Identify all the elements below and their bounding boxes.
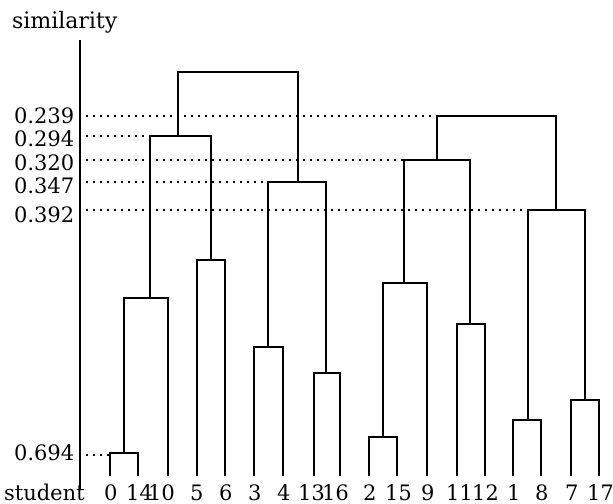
merge-7-17	[570, 399, 600, 476]
leaf-label: 11	[446, 481, 473, 504]
merge-top-left	[177, 71, 299, 182]
merge-left-group	[149, 135, 212, 298]
merge-2-15	[368, 436, 398, 476]
leaf-label: 12	[472, 481, 499, 504]
leaf-label: 5	[190, 481, 203, 504]
merge-5-6	[196, 259, 226, 476]
leaf-labels: 0 14 10 5 6 3 4 13 16 2 15 9 11 12 1 8 7…	[104, 481, 613, 504]
leaf-label: 17	[587, 481, 613, 504]
leaf-label: 10	[148, 481, 175, 504]
merge-right-b	[527, 209, 586, 420]
leaf-label: 16	[322, 481, 349, 504]
leaf-label: 7	[565, 481, 578, 504]
leaf-label: 3	[248, 481, 261, 504]
leaf-label: 15	[385, 481, 412, 504]
tick-label-0239: 0.239	[14, 104, 74, 128]
merge-0-14	[109, 452, 139, 476]
tick-label-0694: 0.694	[14, 441, 74, 465]
merge-right-a	[403, 159, 471, 324]
leaf-label: 8	[535, 481, 548, 504]
tick-label-0347: 0.347	[14, 174, 74, 198]
leaf-label: 2	[363, 481, 376, 504]
y-axis-label: similarity	[12, 9, 118, 34]
merge-13-16	[313, 372, 341, 476]
dendrogram-links	[109, 71, 600, 476]
merge-2-15-9	[382, 282, 428, 476]
x-axis-label: student	[4, 481, 85, 504]
merge-3-4	[253, 346, 284, 476]
merge-0-14-10	[123, 297, 169, 476]
merge-1-8	[512, 419, 542, 476]
tick-label-0392: 0.392	[14, 203, 74, 227]
leaf-label: 1	[507, 481, 520, 504]
merge-11-12	[456, 323, 486, 476]
leaf-label: 6	[219, 481, 232, 504]
tick-label-0294: 0.294	[14, 127, 74, 151]
leaf-label: 0	[104, 481, 117, 504]
leaf-label: 9	[421, 481, 434, 504]
tick-label-0320: 0.320	[14, 151, 74, 175]
leaf-label: 14	[126, 481, 153, 504]
leaf-label: 4	[277, 481, 290, 504]
merge-top-right	[436, 115, 557, 210]
leaf-label: 13	[298, 481, 325, 504]
